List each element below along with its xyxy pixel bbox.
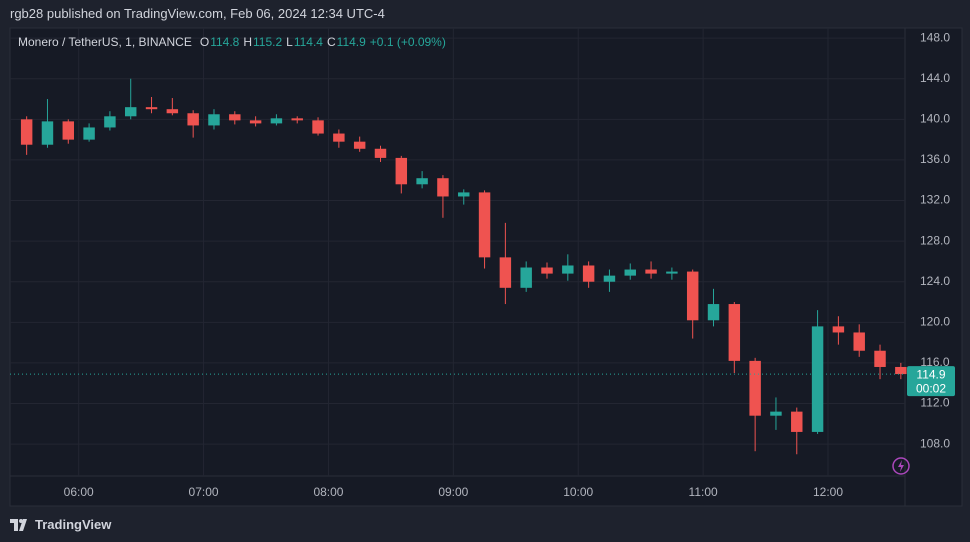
candle-body bbox=[187, 113, 199, 126]
y-tick-label: 128.0 bbox=[920, 233, 950, 247]
logo bbox=[10, 518, 27, 531]
candle-body bbox=[728, 304, 741, 361]
candle-body bbox=[895, 366, 907, 375]
candle-body bbox=[582, 265, 595, 282]
candle-body bbox=[374, 148, 387, 158]
y-tick-label: 108.0 bbox=[920, 436, 950, 450]
candle-body bbox=[145, 107, 158, 110]
candle-body bbox=[353, 141, 366, 149]
candle-body bbox=[624, 269, 636, 276]
candle-body bbox=[791, 411, 803, 432]
candle-body bbox=[104, 116, 116, 128]
candle-body bbox=[562, 265, 574, 274]
x-tick-label: 11:00 bbox=[689, 485, 718, 499]
candle-body bbox=[249, 120, 262, 124]
lightning-icon bbox=[898, 460, 904, 472]
y-tick-label: 136.0 bbox=[920, 152, 950, 166]
y-tick-label: 148.0 bbox=[920, 30, 950, 44]
y-tick-label: 132.0 bbox=[920, 193, 950, 207]
candle-body bbox=[166, 109, 179, 114]
legend: Monero / TetherUS, 1, BINANCE O114.8 H115.… bbox=[18, 35, 446, 49]
legend-value: 115.2 bbox=[253, 35, 282, 49]
candle-body bbox=[520, 267, 532, 288]
brand: TradingView bbox=[35, 517, 112, 532]
x-tick-label: 08:00 bbox=[313, 485, 343, 499]
candle-body bbox=[333, 133, 345, 142]
candle-body bbox=[832, 326, 845, 333]
candle-body bbox=[541, 267, 553, 274]
header: rgb28 published on TradingView.com, Feb … bbox=[10, 6, 385, 21]
x-tick-label: 10:00 bbox=[563, 485, 593, 499]
legend-key: O bbox=[200, 35, 209, 49]
candle-body bbox=[124, 107, 137, 117]
legend-key: L bbox=[286, 35, 293, 49]
candle-body bbox=[645, 269, 657, 274]
candle-body bbox=[83, 127, 95, 140]
candle-body bbox=[20, 119, 33, 145]
y-tick-label: 124.0 bbox=[920, 274, 950, 288]
candle-body bbox=[62, 121, 75, 140]
candle-body bbox=[41, 121, 54, 145]
candle-body bbox=[499, 257, 512, 288]
candle-body bbox=[458, 192, 470, 197]
y-tick-label: 144.0 bbox=[920, 71, 950, 85]
x-tick-label: 09:00 bbox=[438, 485, 468, 499]
legend-key: C bbox=[327, 35, 336, 49]
legend-value: 114.4 bbox=[294, 35, 323, 49]
candle-body bbox=[603, 275, 616, 282]
y-tick-label: 140.0 bbox=[920, 112, 950, 126]
x-tick-label: 06:00 bbox=[64, 485, 94, 499]
candle-body bbox=[749, 360, 761, 416]
x-tick-label: 07:00 bbox=[189, 485, 219, 499]
price-label: 114.9 bbox=[916, 367, 945, 381]
candle-body bbox=[853, 332, 865, 351]
candle-body bbox=[770, 411, 782, 416]
countdown: 00:02 bbox=[916, 381, 946, 395]
footer: TradingView bbox=[10, 517, 111, 532]
y-tick-label: 116.0 bbox=[920, 355, 949, 369]
candle-body bbox=[229, 114, 241, 121]
y-tick-label: 120.0 bbox=[920, 314, 950, 328]
candle-body bbox=[395, 157, 408, 185]
price-label-box bbox=[907, 366, 955, 397]
legend-title: Monero / TetherUS, 1, BINANCE bbox=[18, 35, 192, 49]
chart: Monero / TetherUS, 1, BINANCE O114.8 H115.… bbox=[9, 27, 963, 507]
legend-change: +0.1 (+0.09%) bbox=[370, 35, 446, 49]
legend-value: 114.8 bbox=[210, 35, 239, 49]
candle-body bbox=[686, 271, 699, 321]
candles bbox=[20, 78, 907, 455]
candle-body bbox=[478, 192, 491, 258]
candle-body bbox=[291, 118, 303, 121]
y-tick-label: 112.0 bbox=[920, 396, 949, 410]
candle-body bbox=[208, 114, 220, 126]
candle-body bbox=[874, 350, 886, 367]
candle-body bbox=[666, 271, 678, 274]
lightning-icon bbox=[892, 457, 910, 475]
chart-frame bbox=[9, 27, 963, 507]
candle-body bbox=[437, 178, 449, 197]
candle-body bbox=[270, 118, 283, 124]
candle-body bbox=[811, 326, 824, 432]
candle-body bbox=[416, 178, 428, 185]
legend-key: H bbox=[243, 35, 252, 49]
candle-body bbox=[707, 304, 720, 321]
x-tick-label: 12:00 bbox=[813, 485, 843, 499]
legend-value: 114.9 bbox=[337, 35, 366, 49]
candle-body bbox=[312, 120, 324, 134]
